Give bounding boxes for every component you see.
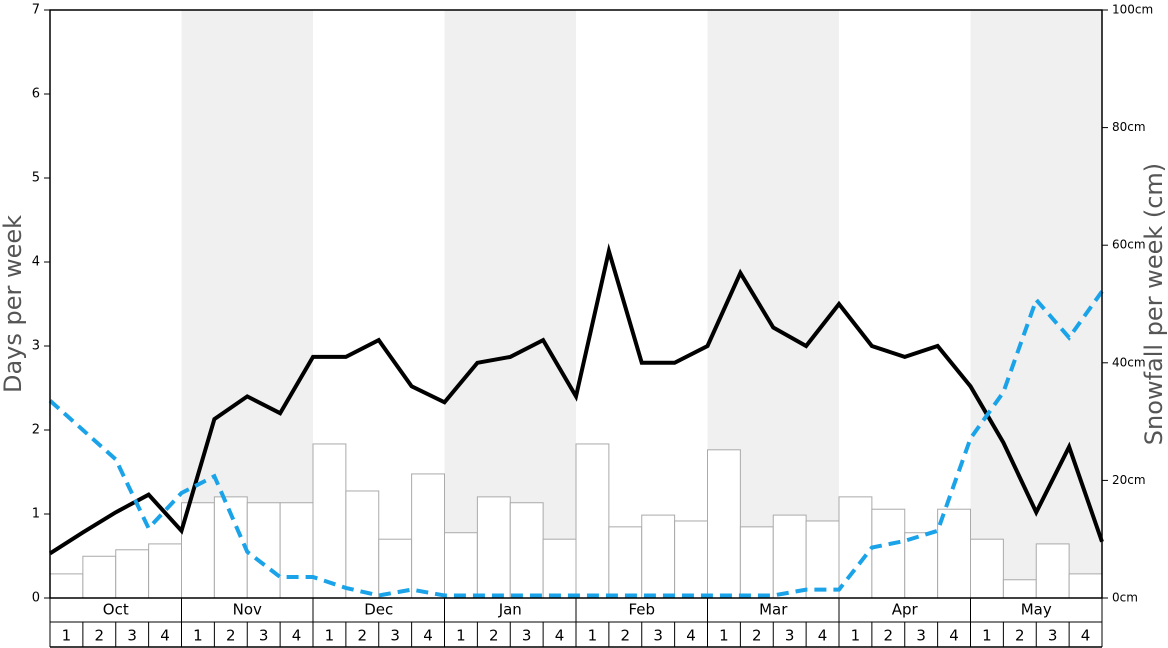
snowfall-bar bbox=[937, 508, 971, 599]
week-label: 4 bbox=[1081, 627, 1091, 645]
week-label: 1 bbox=[62, 627, 72, 645]
week-label: 2 bbox=[1015, 627, 1025, 645]
week-label: 1 bbox=[851, 627, 861, 645]
dashed-line bbox=[48, 290, 1104, 598]
y-tick-label: 4 bbox=[32, 255, 40, 270]
snowfall-bar bbox=[246, 502, 281, 599]
week-label: 1 bbox=[456, 627, 466, 645]
snowfall-bar bbox=[674, 520, 708, 599]
snowfall-bar bbox=[148, 543, 182, 599]
week-label: 1 bbox=[719, 627, 729, 645]
snowfall-bar bbox=[707, 449, 741, 599]
y2-tick-label: 100cm bbox=[1112, 3, 1153, 17]
week-label: 3 bbox=[127, 627, 137, 645]
month-label: May bbox=[1021, 601, 1052, 619]
y2-tick-label: 20cm bbox=[1112, 473, 1146, 487]
week-label: 4 bbox=[686, 627, 696, 645]
week-label: 2 bbox=[358, 627, 368, 645]
y-tick-label: 1 bbox=[32, 507, 40, 522]
snowfall-bar bbox=[575, 443, 610, 599]
snowfall-bar bbox=[312, 443, 347, 599]
snowfall-bar bbox=[1068, 573, 1103, 599]
month-label: Dec bbox=[364, 601, 393, 619]
week-label: 2 bbox=[95, 627, 105, 645]
snowfall-bar bbox=[345, 490, 380, 599]
week-label: 3 bbox=[653, 627, 663, 645]
week-label: 2 bbox=[489, 627, 499, 645]
week-label: 4 bbox=[818, 627, 828, 645]
snowfall-bar bbox=[1035, 543, 1070, 599]
week-label: 2 bbox=[752, 627, 762, 645]
snowfall-bar bbox=[49, 573, 84, 599]
snowfall-bar bbox=[970, 538, 1004, 599]
month-shade bbox=[970, 10, 1102, 598]
week-label: 1 bbox=[588, 627, 598, 645]
snowfall-bar bbox=[772, 514, 807, 599]
week-label: 4 bbox=[160, 627, 170, 645]
snowfall-bar bbox=[871, 508, 906, 599]
snowfall-bar bbox=[904, 532, 939, 599]
week-label: 2 bbox=[621, 627, 631, 645]
solid-line bbox=[48, 243, 1104, 556]
week-label: 3 bbox=[522, 627, 532, 645]
y-tick-label: 5 bbox=[32, 171, 40, 186]
y2-tick-label: 40cm bbox=[1112, 355, 1146, 369]
snowfall-bar bbox=[411, 473, 445, 599]
y2-tick-label: 0cm bbox=[1112, 591, 1138, 605]
week-label: 1 bbox=[325, 627, 335, 645]
month-label: Apr bbox=[892, 601, 919, 619]
snowfall-bar bbox=[542, 538, 577, 599]
snowfall-bar bbox=[115, 549, 150, 599]
y-tick-label: 6 bbox=[32, 87, 40, 102]
week-label: 3 bbox=[785, 627, 795, 645]
month-label: Oct bbox=[103, 601, 129, 619]
week-label: 4 bbox=[949, 627, 959, 645]
snowfall-bar bbox=[805, 520, 840, 599]
snowfall-bar bbox=[82, 555, 117, 599]
week-label: 2 bbox=[226, 627, 236, 645]
y2-tick-label: 80cm bbox=[1112, 120, 1146, 134]
snowfall-bar bbox=[739, 526, 774, 599]
y-tick-label: 7 bbox=[32, 3, 40, 18]
snowfall-bar bbox=[279, 502, 314, 599]
snowfall-bar bbox=[608, 526, 643, 599]
snowfall-bar bbox=[838, 496, 873, 599]
week-label: 3 bbox=[1048, 627, 1058, 645]
snowfall-bar bbox=[476, 496, 511, 599]
snowfall-bar bbox=[444, 532, 478, 599]
y-tick-label: 3 bbox=[32, 339, 40, 354]
y2-tick-label: 60cm bbox=[1112, 238, 1146, 252]
week-label: 3 bbox=[259, 627, 269, 645]
month-label: Feb bbox=[628, 601, 655, 619]
week-label: 4 bbox=[292, 627, 302, 645]
y-tick-label: 0 bbox=[32, 591, 40, 606]
month-label: Jan bbox=[498, 601, 522, 619]
week-label: 1 bbox=[193, 627, 203, 645]
snowfall-bar bbox=[641, 514, 676, 599]
week-label: 2 bbox=[884, 627, 894, 645]
y2-axis-label: Snowfall per week (cm) bbox=[1140, 163, 1168, 445]
month-label: Nov bbox=[233, 601, 262, 619]
week-label: 4 bbox=[423, 627, 433, 645]
month-label: Mar bbox=[759, 601, 788, 619]
y-axis-label: Days per week bbox=[0, 215, 27, 393]
snowfall-bar bbox=[509, 502, 544, 599]
snowfall-bar bbox=[1002, 579, 1037, 599]
week-label: 3 bbox=[390, 627, 400, 645]
week-label: 1 bbox=[982, 627, 992, 645]
week-label: 4 bbox=[555, 627, 565, 645]
y-tick-label: 2 bbox=[32, 423, 40, 438]
week-label: 3 bbox=[916, 627, 926, 645]
